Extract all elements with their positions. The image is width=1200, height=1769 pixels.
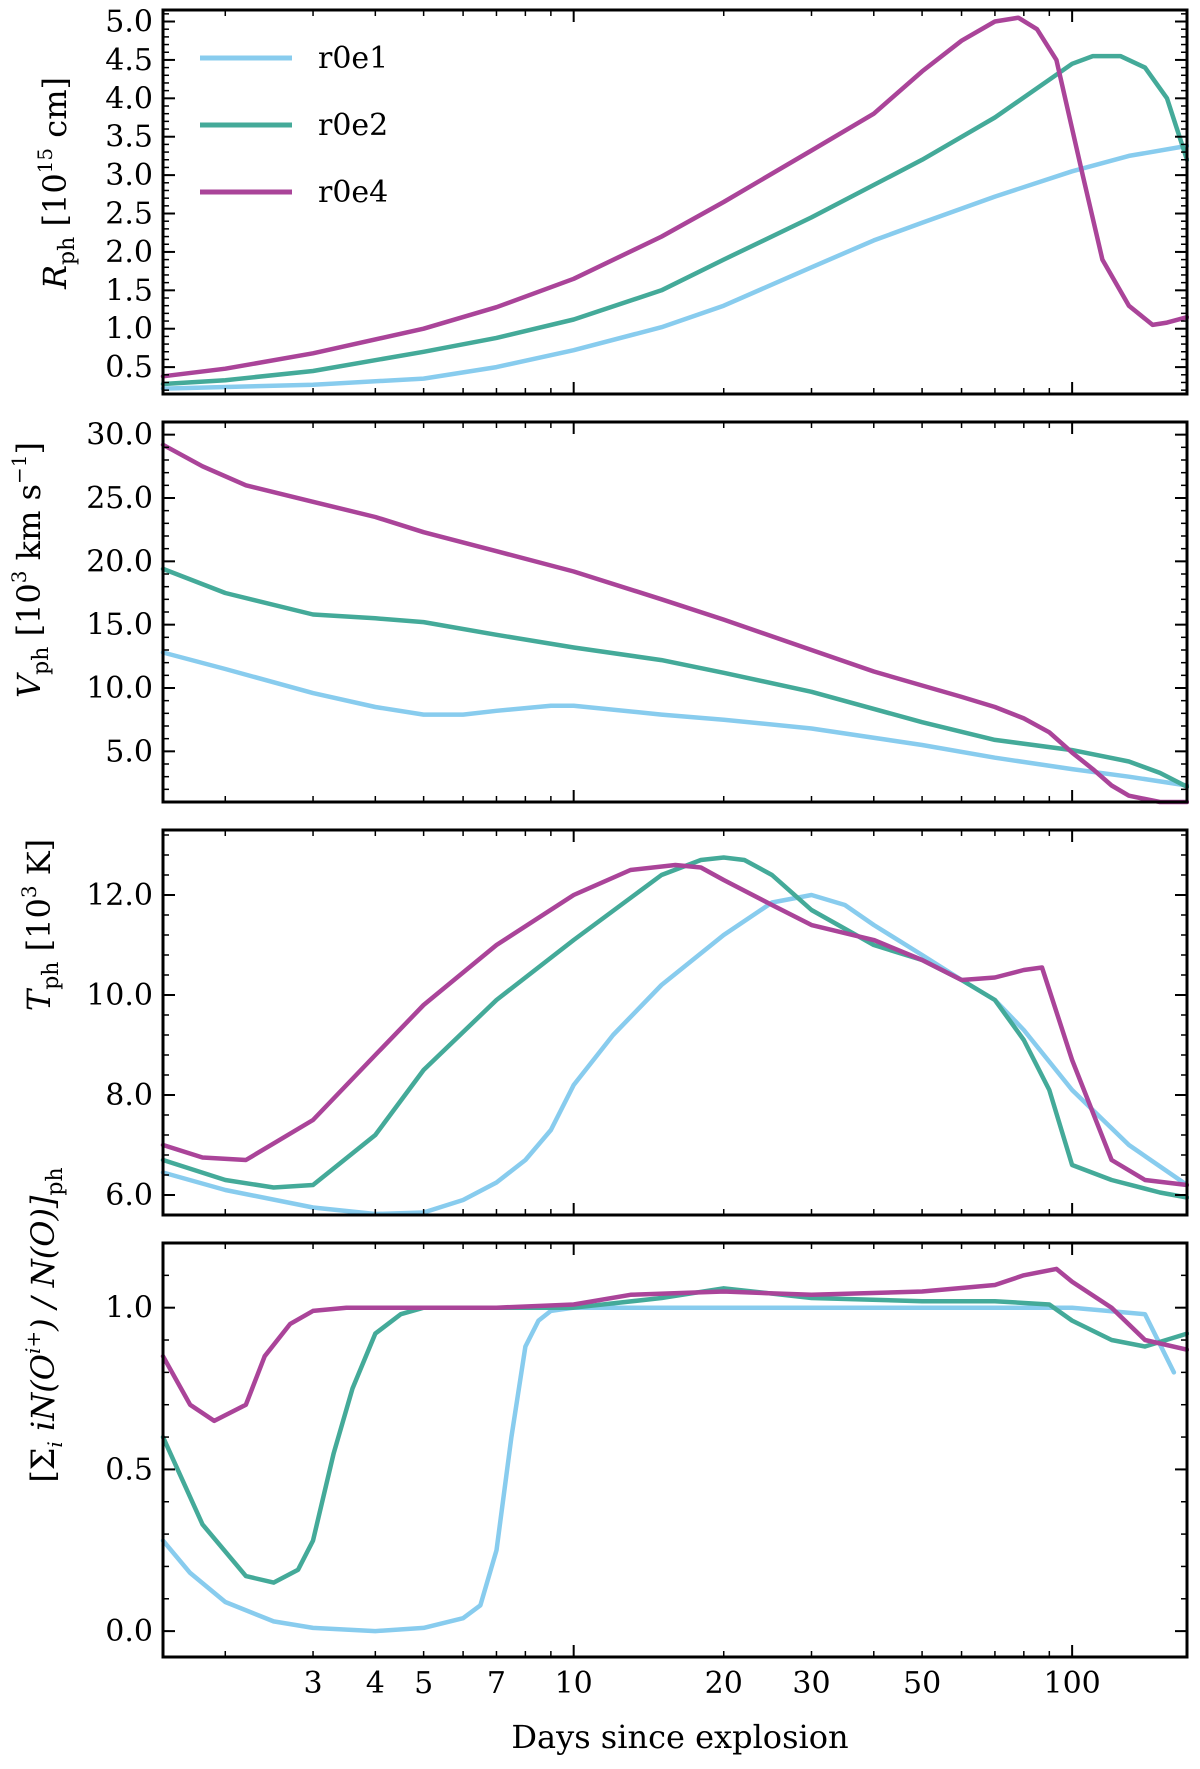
y-tick-label: 5.0 [105, 734, 153, 769]
series-line-r0e4 [160, 1266, 1190, 1424]
y-tick-label: 1.0 [105, 1291, 153, 1326]
panel-frame [161, 8, 1189, 396]
y-tick-label: 12.0 [86, 878, 153, 913]
panel-ionization: 0.0 0.5 1.0 3 4 5 7 10 20 30 50 100 [105, 1241, 1190, 1701]
x-tick-label: 50 [903, 1666, 941, 1701]
legend-label-r0e2: r0e2 [318, 108, 388, 143]
panels-layer: 0.51.01.52.02.53.03.54.04.55.05.010.015.… [86, 5, 1200, 1701]
series-line-r0e2 [160, 855, 1190, 1200]
right-gutter [1189, 830, 1200, 1217]
series-line-r0e4 [160, 442, 1190, 805]
panel-frame [161, 1241, 1189, 1659]
y-tick-label: 1.5 [105, 273, 153, 308]
panel-temperature: 6.0 8.0 10.0 12.0 [86, 828, 1190, 1217]
y-tick-label: 5.0 [105, 5, 153, 40]
y-tick-label: 30.0 [86, 418, 153, 453]
y-axis-title-radius: Rph [1015 cm] [33, 77, 80, 290]
series-line-r0e2 [160, 1286, 1190, 1585]
panel-radius: 0.51.0 1.52.02.5 3.03.5 4.04.55.0 [105, 5, 1190, 396]
series-line-r0e1 [160, 650, 1190, 788]
panel-velocity: 5.0 10.0 15.0 20.0 25.0 30.0 [86, 418, 1190, 805]
x-tick-label: 7 [487, 1666, 506, 1701]
panel-frame [161, 828, 1189, 1217]
y-tick-label: 10.0 [86, 978, 153, 1013]
x-axis-title: Days since explosion [511, 1718, 848, 1756]
x-tick-label: 10 [555, 1666, 593, 1701]
y-tick-label: 0.5 [105, 350, 153, 385]
series-line-r0e2 [160, 53, 1190, 387]
y-tick-label: 8.0 [105, 1078, 153, 1113]
y-axis-title-temperature: Tph [103 K] [17, 839, 64, 1011]
y-tick-label: 10.0 [86, 671, 153, 706]
y-tick-label: 3.5 [105, 120, 153, 155]
y-tick-label: 2.0 [105, 235, 153, 270]
y-axis-title-velocity: Vph [103 km s−1] [7, 442, 54, 698]
x-tick-label: 30 [792, 1666, 830, 1701]
series-line-r0e1 [160, 143, 1190, 391]
series-line-r0e2 [160, 566, 1190, 790]
y-tick-label: 25.0 [86, 481, 153, 516]
series-line-r0e4 [160, 862, 1190, 1188]
y-tick-label: 4.0 [105, 81, 153, 116]
x-tick-label: 3 [304, 1666, 323, 1701]
y-tick-label: 1.0 [105, 312, 153, 347]
legend: r0e1 r0e2 r0e4 [200, 41, 388, 210]
series-line-r0e1 [160, 1305, 1177, 1634]
y-tick-label: 3.0 [105, 158, 153, 193]
y-tick-label: 2.5 [105, 197, 153, 232]
y-tick-label: 0.0 [105, 1614, 153, 1649]
series-line-r0e4 [160, 15, 1190, 379]
x-tick-label: 5 [414, 1666, 433, 1701]
legend-label-r0e4: r0e4 [318, 175, 388, 210]
y-tick-label: 15.0 [86, 608, 153, 643]
x-tick-label: 100 [1043, 1666, 1100, 1701]
legend-label-r0e1: r0e1 [318, 41, 388, 76]
x-tick-label: 4 [366, 1666, 385, 1701]
y-tick-label: 20.0 [86, 544, 153, 579]
y-tick-label: 6.0 [105, 1178, 153, 1213]
right-gutter [1189, 1243, 1200, 1659]
y-tick-label: 4.5 [105, 43, 153, 78]
right-gutter [1189, 10, 1200, 396]
right-gutter [1189, 422, 1200, 804]
y-tick-label: 0.5 [105, 1452, 153, 1487]
panel-gutters [1189, 10, 1200, 1659]
y-axis-title-ionization: [Σi iN(Oi+) / N(O)]ph [21, 1167, 68, 1482]
x-tick-label: 20 [705, 1666, 743, 1701]
